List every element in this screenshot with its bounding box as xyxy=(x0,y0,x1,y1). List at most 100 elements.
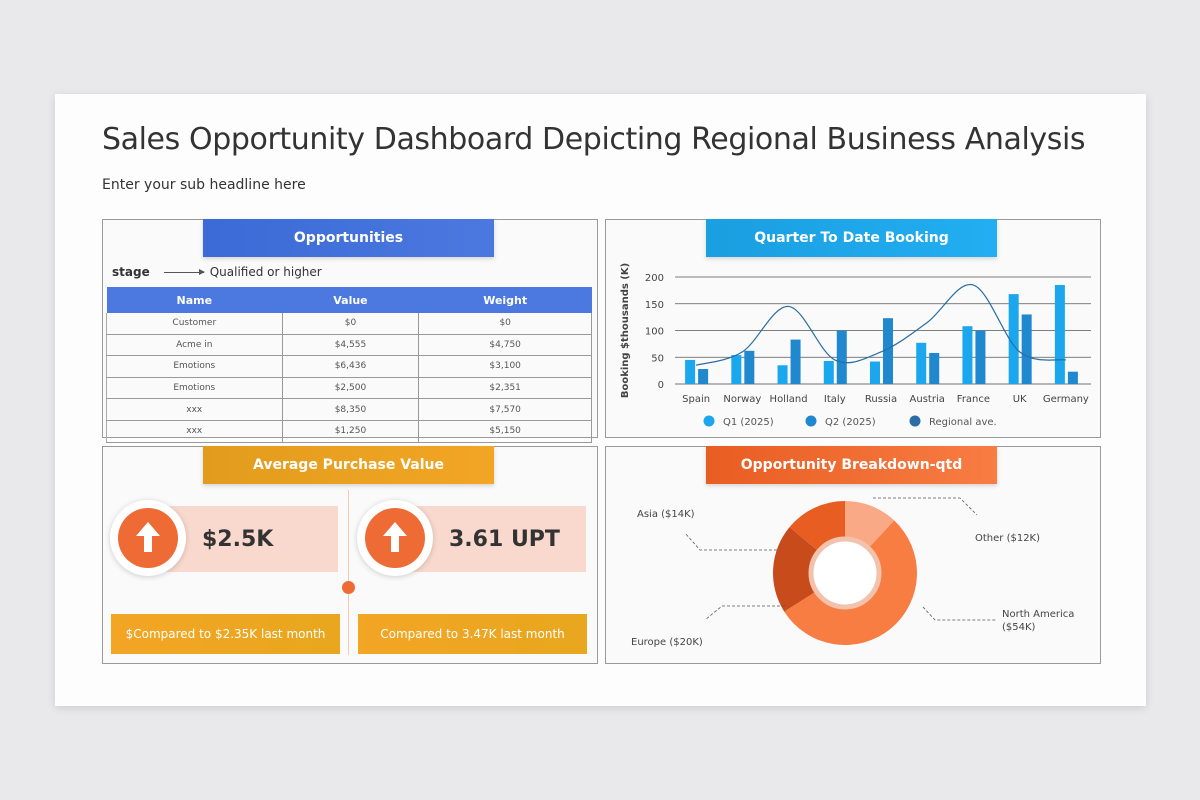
kpi-value-1: $2.5K xyxy=(202,527,274,552)
x-tick-label: Norway xyxy=(723,394,761,405)
column-header: Name xyxy=(106,287,283,313)
table-cell: $8,350 xyxy=(281,398,420,421)
table-cell: $2,351 xyxy=(418,377,592,400)
bar xyxy=(836,330,847,384)
table-row: Acme in $4,555 $4,750 xyxy=(106,334,592,357)
table-cell: $1,250 xyxy=(281,420,420,443)
y-axis-label: Booking $thousands (K) xyxy=(620,263,631,398)
bar xyxy=(1054,285,1065,384)
bar xyxy=(790,339,801,384)
table-cell: Customer xyxy=(106,313,283,335)
column-header: Weight xyxy=(418,287,592,313)
callout-line xyxy=(873,497,978,516)
page-title: Sales Opportunity Dashboard Depicting Re… xyxy=(102,122,1086,157)
divider-dot xyxy=(342,581,355,594)
table-cell: $6,436 xyxy=(281,355,420,378)
bar xyxy=(698,369,709,384)
pie-slice xyxy=(845,501,895,549)
donut-hole xyxy=(808,536,882,610)
table-row: Customer $0 $0 xyxy=(106,313,592,335)
table-header-row: Name Value Weight xyxy=(106,287,592,313)
table-row: Emotions $2,500 $2,351 xyxy=(106,377,592,400)
y-tick-label: 50 xyxy=(651,353,664,364)
bar xyxy=(975,330,986,384)
bar xyxy=(1008,294,1019,384)
bar xyxy=(870,361,880,384)
pie-slice xyxy=(789,501,845,552)
stage-value: Qualified or higher xyxy=(209,265,322,279)
x-tick-label: UK xyxy=(1013,394,1027,405)
table-cell: $0 xyxy=(418,313,592,335)
y-tick-label: 0 xyxy=(658,380,664,391)
table-cell: $0 xyxy=(281,313,420,335)
page-subtitle: Enter your sub headline here xyxy=(102,177,306,193)
column-header: Value xyxy=(282,287,419,313)
booking-chart: 0 50 100 150 200 Booking $thousands (K) Spain N… xyxy=(620,263,1091,428)
x-tick-label: Austria xyxy=(910,394,945,405)
slice-label: Other ($12K) xyxy=(975,533,1040,544)
y-tick-label: 200 xyxy=(645,273,664,284)
slice-label: ($54K) xyxy=(1002,622,1036,633)
kpi-badge-1 xyxy=(110,500,186,576)
legend-marker xyxy=(909,415,921,427)
bar xyxy=(823,360,834,384)
y-tick-label: 150 xyxy=(645,300,664,311)
opportunities-table: Name Value Weight Customer $0 $0 Acme in $4… xyxy=(106,287,592,443)
bar xyxy=(685,359,696,384)
booking-header: Quarter To Date Booking xyxy=(706,219,997,257)
bar xyxy=(1021,314,1032,384)
bar xyxy=(731,355,742,384)
regional-ave-line xyxy=(695,284,1066,366)
slice-label: Europe ($20K) xyxy=(631,637,703,648)
legend-label: Regional ave. xyxy=(929,417,997,428)
callout-line xyxy=(922,606,997,621)
kpi-badge-2 xyxy=(357,500,433,576)
x-tick-label: Russia xyxy=(865,394,897,405)
table-cell: $2,500 xyxy=(281,377,420,400)
x-tick-label: Italy xyxy=(824,394,846,405)
table-row: Emotions $6,436 $3,100 xyxy=(106,355,592,378)
kpi-value-2: 3.61 UPT xyxy=(449,527,560,552)
pie-slice xyxy=(784,520,917,645)
table-row: xxx $8,350 $7,570 xyxy=(106,398,592,421)
x-tick-label: Spain xyxy=(682,394,710,405)
table-cell: Emotions xyxy=(106,355,283,378)
table-cell: $3,100 xyxy=(418,355,592,378)
legend-label: Q2 (2025) xyxy=(825,417,876,428)
divider xyxy=(348,490,349,655)
table-cell: Emotions xyxy=(106,377,283,400)
bar xyxy=(916,342,927,384)
slice-label: Asia ($14K) xyxy=(637,509,695,520)
opportunities-header: Opportunities xyxy=(203,219,494,257)
breakdown-chart: Other ($12K) North America ($54K) Europe ($… xyxy=(631,497,1074,648)
stage-filter: stage Qualified or higher xyxy=(112,265,322,279)
x-tick-label: Holland xyxy=(770,394,808,405)
stage-label: stage xyxy=(112,265,150,279)
kpi-compare-1: $Compared to $2.35K last month xyxy=(111,614,340,654)
legend-marker xyxy=(703,415,715,427)
bar xyxy=(1067,371,1078,384)
bar xyxy=(929,352,940,384)
pie-slice xyxy=(773,527,819,612)
table-cell: xxx xyxy=(106,420,283,443)
arrow-up-icon xyxy=(118,508,178,568)
slice-label: North America xyxy=(1002,609,1074,620)
y-tick-label: 100 xyxy=(645,327,664,338)
bar xyxy=(744,350,755,384)
table-cell: Acme in xyxy=(106,334,283,357)
bar xyxy=(883,318,893,384)
x-tick-label: France xyxy=(957,394,990,405)
table-cell: $5,150 xyxy=(418,420,592,443)
legend-marker xyxy=(805,415,817,427)
bar xyxy=(777,365,788,384)
bar xyxy=(962,326,973,384)
table-row: xxx $1,250 $5,150 xyxy=(106,420,592,443)
kpi-compare-2: Compared to 3.47K last month xyxy=(358,614,587,654)
callout-line xyxy=(704,605,785,621)
breakdown-header: Opportunity Breakdown-qtd xyxy=(706,446,997,484)
table-cell: xxx xyxy=(106,398,283,421)
avg-purchase-header: Average Purchase Value xyxy=(203,446,494,484)
table-cell: $4,750 xyxy=(418,334,592,357)
table-cell: $4,555 xyxy=(281,334,420,357)
legend-label: Q1 (2025) xyxy=(723,417,774,428)
